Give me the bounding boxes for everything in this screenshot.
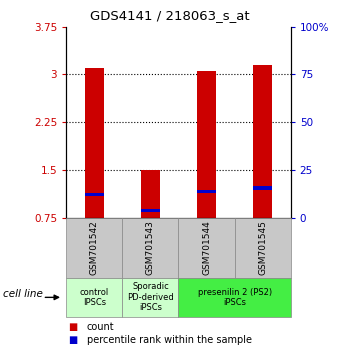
- Text: cell line: cell line: [3, 289, 43, 299]
- Bar: [197, 71, 216, 218]
- Bar: [85, 193, 104, 196]
- Bar: [141, 210, 160, 212]
- Bar: [85, 68, 104, 218]
- Text: ■: ■: [68, 335, 77, 345]
- Text: GSM701545: GSM701545: [258, 220, 267, 275]
- Bar: [141, 170, 160, 218]
- Text: count: count: [87, 322, 114, 332]
- Text: control
IPSCs: control IPSCs: [80, 288, 109, 307]
- Text: GSM701543: GSM701543: [146, 220, 155, 275]
- Bar: [253, 186, 272, 190]
- Bar: [253, 65, 272, 218]
- Text: ■: ■: [68, 322, 77, 332]
- Text: GDS4141 / 218063_s_at: GDS4141 / 218063_s_at: [90, 9, 250, 22]
- Text: GSM701544: GSM701544: [202, 221, 211, 275]
- Bar: [197, 190, 216, 194]
- Text: presenilin 2 (PS2)
iPSCs: presenilin 2 (PS2) iPSCs: [198, 288, 272, 307]
- Text: Sporadic
PD-derived
iPSCs: Sporadic PD-derived iPSCs: [127, 282, 174, 312]
- Text: percentile rank within the sample: percentile rank within the sample: [87, 335, 252, 345]
- Text: GSM701542: GSM701542: [90, 221, 99, 275]
